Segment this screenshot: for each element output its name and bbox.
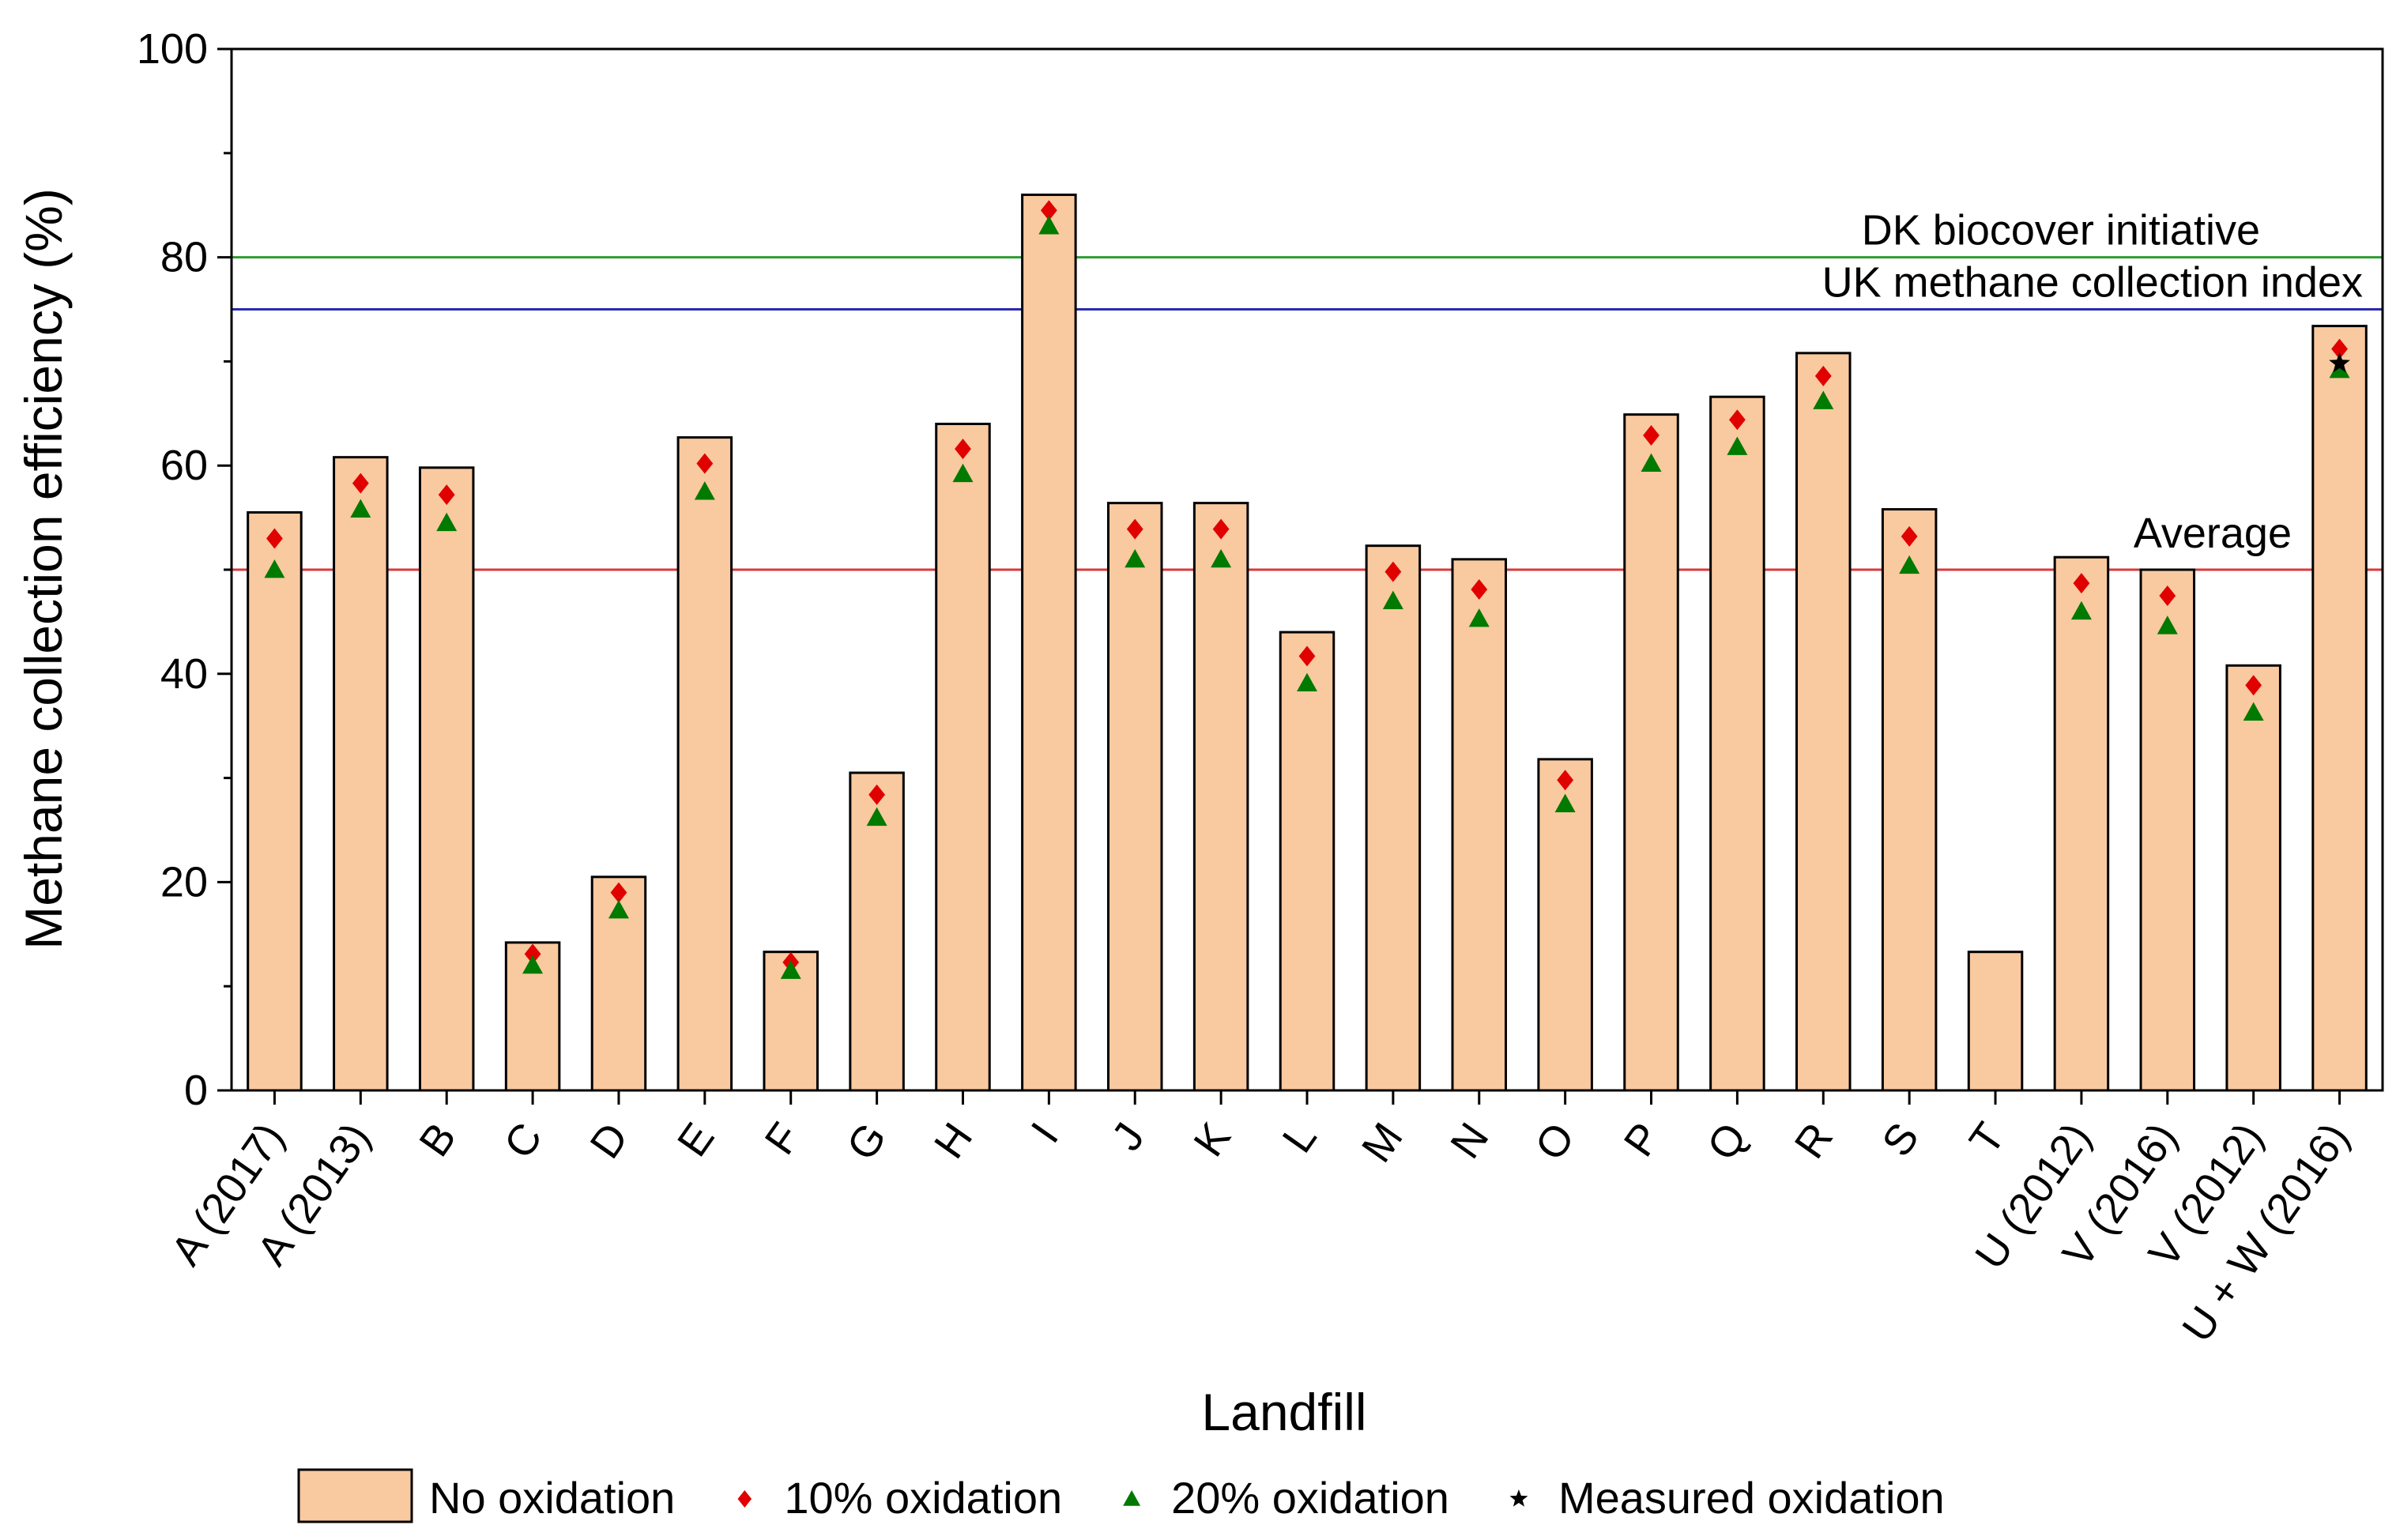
reference-lines	[232, 256, 2383, 571]
marker-triangle-14	[1468, 608, 1490, 627]
marker-triangle-1	[350, 499, 371, 518]
bar-22	[2139, 568, 2196, 1092]
marker-triangle-24	[2329, 359, 2350, 378]
marker-triangle-8	[952, 463, 974, 483]
marker-diamond-5	[696, 453, 714, 474]
bar-1	[333, 456, 389, 1092]
bar-18	[1795, 352, 1852, 1092]
marker-triangle-9	[1038, 216, 1060, 235]
marker-star-24	[2329, 352, 2350, 373]
bar-20	[1967, 951, 2024, 1092]
marker-triangle-21	[2070, 601, 2092, 620]
y-tick-label-1: 20	[160, 858, 208, 906]
marker-triangle-10	[1125, 548, 1146, 568]
marker-diamond-22	[2159, 585, 2176, 606]
reference-line-label-0: DK biocover initiative	[1862, 207, 2260, 254]
y-tick-label-3: 60	[160, 442, 208, 489]
marker-diamond-4	[610, 882, 627, 903]
legend-marker-2	[1123, 1490, 1141, 1506]
bar-12	[1279, 631, 1336, 1092]
marker-triangle-5	[694, 481, 715, 500]
reference-line-label-2: Average	[2134, 510, 2292, 557]
reference-line-label-1: UK methane collection index	[1822, 259, 2363, 307]
marker-triangle-6	[780, 960, 801, 979]
y-tick-label-0: 0	[184, 1067, 208, 1114]
legend-label-1: 10% oxidation	[784, 1473, 1062, 1523]
marker-diamond-18	[1814, 365, 1832, 386]
marker-diamond-7	[868, 784, 885, 805]
bar-series-no-oxidation	[247, 194, 2368, 1092]
y-axis-title: Methane collection efficiency (%)	[14, 188, 73, 950]
y-tick-label-4: 80	[160, 234, 208, 281]
marker-triangle-2	[436, 512, 458, 532]
y-tick-labels: 0 20 40 60 80 100	[137, 25, 208, 1114]
marker-triangle-11	[1211, 548, 1232, 568]
legend-label-3: Measured oxidation	[1558, 1473, 1945, 1523]
marker-triangle-16	[1641, 453, 1662, 472]
reference-line-labels: DK biocover initiative UK methane collect…	[1822, 207, 2363, 557]
marker-triangle-13	[1382, 590, 1403, 609]
bar-11	[1192, 502, 1249, 1092]
marker-diamond-24	[2331, 338, 2348, 360]
legend-marker-1	[737, 1490, 752, 1508]
marker-diamond-0	[266, 528, 283, 549]
y-tick-label-5: 100	[137, 25, 208, 73]
marker-triangle-15	[1554, 793, 1576, 812]
legend-marker-3	[1509, 1489, 1528, 1507]
marker-diamond-2	[438, 484, 455, 506]
marker-triangle-3	[522, 954, 544, 974]
bar-17	[1709, 395, 1765, 1092]
legend: No oxidation 10% oxidation 20% oxidation Me…	[297, 1468, 1945, 1523]
bar-9	[1021, 194, 1077, 1092]
bar-16	[1623, 413, 1679, 1092]
marker-diamond-15	[1557, 770, 1574, 791]
bar-15	[1537, 758, 1593, 1092]
legend-swatch-0	[297, 1468, 413, 1523]
bar-0	[247, 511, 303, 1092]
marker-triangle-18	[1813, 390, 1834, 409]
bar-13	[1365, 544, 1422, 1092]
bar-14	[1451, 558, 1508, 1092]
bar-21	[2053, 555, 2110, 1092]
bar-19	[1881, 508, 1938, 1092]
legend-label-2: 20% oxidation	[1171, 1473, 1449, 1523]
bar-5	[676, 436, 733, 1092]
legend-label-0: No oxidation	[429, 1473, 675, 1523]
marker-diamond-3	[524, 943, 541, 965]
marker-diamond-14	[1471, 579, 1488, 601]
marker-diamond-10	[1126, 518, 1143, 540]
marker-diamond-1	[352, 473, 369, 494]
bar-10	[1106, 502, 1163, 1092]
marker-diamond-19	[1901, 525, 1918, 547]
marker-diamond-9	[1040, 200, 1057, 221]
marker-triangle-7	[866, 807, 887, 826]
marker-diamond-23	[2245, 675, 2262, 696]
marker-diamond-21	[2073, 573, 2090, 594]
marker-diamond-11	[1212, 518, 1230, 540]
marker-series	[264, 200, 2350, 979]
marker-triangle-12	[1297, 672, 1317, 692]
x-axis-title: Landfill	[1201, 1383, 1366, 1441]
marker-triangle-23	[2243, 702, 2264, 721]
marker-triangle-17	[1727, 436, 1748, 455]
marker-triangle-22	[2157, 616, 2178, 634]
marker-diamond-12	[1298, 646, 1316, 667]
marker-diamond-8	[955, 439, 971, 460]
marker-diamond-17	[1729, 409, 1746, 431]
marker-diamond-16	[1643, 424, 1659, 446]
marker-triangle-19	[1899, 555, 1920, 574]
marker-triangle-4	[608, 899, 629, 919]
bar-23	[2225, 664, 2281, 1092]
marker-triangle-0	[264, 559, 285, 578]
bar-2	[418, 466, 475, 1092]
bar-24	[2311, 325, 2368, 1092]
marker-diamond-13	[1384, 561, 1402, 582]
axes	[217, 47, 2384, 1105]
bar-8	[935, 422, 991, 1092]
y-tick-label-2: 40	[160, 650, 208, 698]
